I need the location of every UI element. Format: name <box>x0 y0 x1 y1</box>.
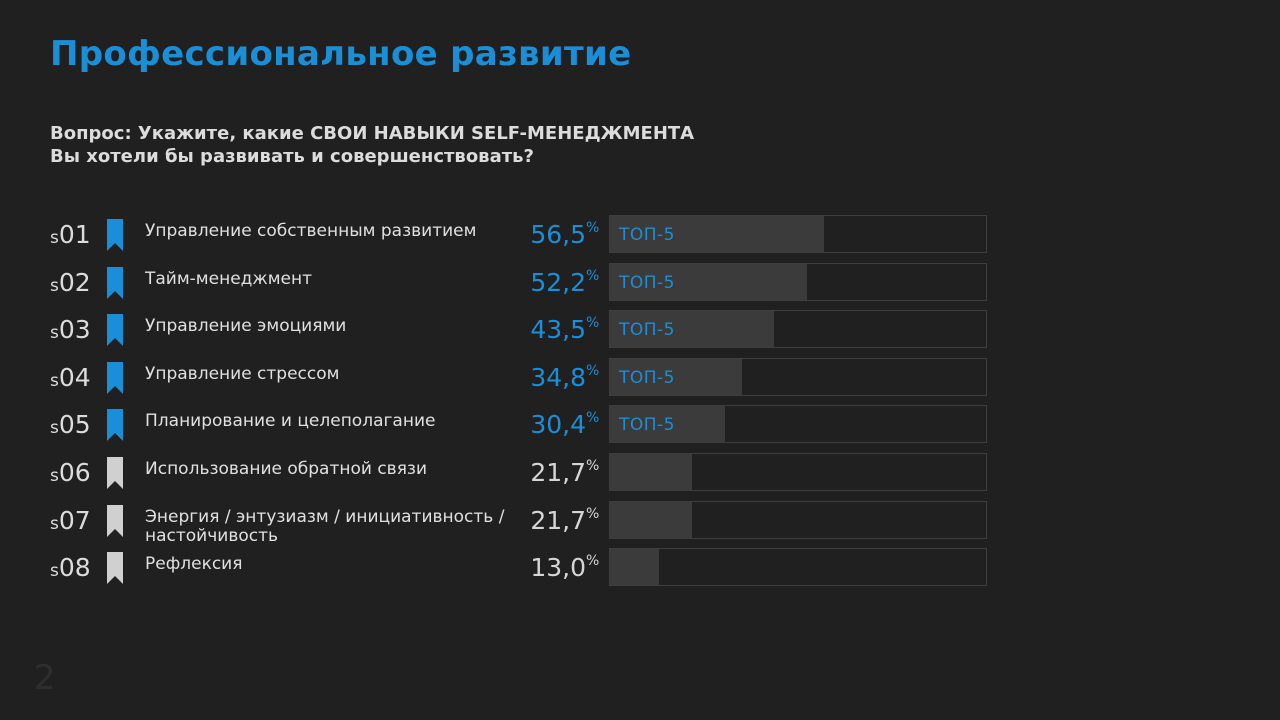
top5-badge: ТОП-5 <box>619 272 675 293</box>
item-label: Управление эмоциями <box>145 316 347 337</box>
item-label: Управление собственным развитием <box>145 221 477 241</box>
bookmark-icon <box>107 266 123 299</box>
top5-badge: ТОП-5 <box>619 367 675 388</box>
item-code-prefix: s <box>50 513 59 534</box>
percent-unit: % <box>586 410 600 427</box>
item-code: s03 <box>50 315 91 348</box>
bar <box>610 358 742 395</box>
item-code-prefix: s <box>50 418 59 439</box>
data-label: 34,8 <box>530 362 586 392</box>
data-label: 21,7 <box>530 457 586 487</box>
chart-row: s06 Использование обратной связи 21,7% <box>0 452 1280 500</box>
chart-row: s02 Тайм-менеджмент 52,2% ТОП-5 <box>0 262 1280 310</box>
page-title: Профессиональное развитие <box>50 34 632 74</box>
percent-unit: % <box>586 553 600 570</box>
item-code-number: 04 <box>58 362 91 392</box>
bar <box>610 501 692 538</box>
top5-badge: ТОП-5 <box>619 225 675 245</box>
percent-unit: % <box>586 267 600 284</box>
item-label: Использование обратной связи <box>145 458 428 479</box>
bookmark-icon <box>107 456 123 489</box>
bookmark-icon <box>107 314 123 347</box>
bookmark-icon <box>107 361 123 394</box>
chart-row: s01 Управление собственным развитием 56,5%… <box>0 214 1280 262</box>
data-label: 56,5 <box>530 220 586 249</box>
item-code-number: 08 <box>58 553 91 583</box>
item-code-number: 06 <box>58 457 91 487</box>
item-code-prefix: s <box>50 465 59 486</box>
bar-track: ТОП-5 <box>609 310 987 349</box>
percent-unit: % <box>586 315 600 332</box>
item-code-prefix: s <box>50 323 59 344</box>
bar-track <box>609 452 987 491</box>
chart-row: s07 Энергия / энтузиазм / инициативность … <box>0 500 1280 548</box>
chart-row: s03 Управление эмоциями 43,5% ТОП-5 <box>0 309 1280 357</box>
bar <box>610 311 775 348</box>
bar-track <box>609 500 987 539</box>
data-label: 13,0 <box>530 553 586 583</box>
item-code: s04 <box>50 363 91 396</box>
chart-row: s08 Рефлексия 13,0% <box>0 547 1280 595</box>
item-code-prefix: s <box>50 275 59 296</box>
item-code-number: 07 <box>58 505 91 535</box>
item-label: Тайм-менеджмент <box>145 268 313 289</box>
data-label: 21,7 <box>530 505 586 535</box>
bar-track: ТОП-5 <box>609 215 987 253</box>
bookmark-icon <box>107 552 123 585</box>
percent-unit: % <box>586 505 600 522</box>
top5-badge: ТОП-5 <box>619 415 675 436</box>
bar <box>610 216 824 252</box>
item-code-prefix: s <box>50 228 59 248</box>
bar <box>610 406 725 443</box>
bar-track: ТОП-5 <box>609 405 987 444</box>
item-code: s05 <box>50 410 91 443</box>
item-label: Энергия / энтузиазм / инициативность / н… <box>145 506 505 546</box>
item-code-prefix: s <box>50 370 59 391</box>
question-line-2: Вы хотели бы развивать и совершенствоват… <box>50 146 534 167</box>
item-code-number: 05 <box>58 410 91 440</box>
bookmark-icon <box>107 219 123 251</box>
data-label: 52,2 <box>530 267 586 297</box>
item-code-number: 01 <box>58 220 91 249</box>
item-label: Планирование и целеполагание <box>145 411 436 432</box>
item-code-prefix: s <box>50 561 59 582</box>
item-code-number: 03 <box>58 315 91 345</box>
question-text: Вопрос: Укажите, какие СВОИ НАВЫКИ SELF-… <box>50 122 694 168</box>
bar-chart: s01 Управление собственным развитием 56,5%… <box>0 214 1280 595</box>
data-label: 30,4 <box>530 410 586 440</box>
percent-unit: % <box>586 220 600 236</box>
item-code: s06 <box>50 458 91 491</box>
item-code: s08 <box>50 553 91 586</box>
top5-badge: ТОП-5 <box>619 320 675 341</box>
bookmark-icon <box>107 409 123 442</box>
bar <box>610 453 692 490</box>
item-label: Рефлексия <box>145 554 243 575</box>
bar-track: ТОП-5 <box>609 357 987 396</box>
item-code: s07 <box>50 506 91 539</box>
item-label: Управление стрессом <box>145 363 340 384</box>
bar <box>610 263 808 300</box>
chart-row: s05 Планирование и целеполагание 30,4% ТОП-… <box>0 404 1280 452</box>
item-code: s02 <box>50 268 91 301</box>
chart-row: s04 Управление стрессом 34,8% ТОП-5 <box>0 357 1280 405</box>
bar-track: ТОП-5 <box>609 262 987 301</box>
question-line-1: Вопрос: Укажите, какие СВОИ НАВЫКИ SELF-… <box>50 123 695 144</box>
data-label: 43,5 <box>530 315 586 345</box>
bar-track <box>609 548 987 587</box>
bookmark-icon <box>107 504 123 537</box>
item-code: s01 <box>50 220 91 253</box>
page-number: 2 <box>34 658 56 698</box>
percent-unit: % <box>586 457 600 474</box>
percent-unit: % <box>586 362 600 379</box>
item-code-number: 02 <box>58 267 91 297</box>
bar <box>610 549 660 586</box>
